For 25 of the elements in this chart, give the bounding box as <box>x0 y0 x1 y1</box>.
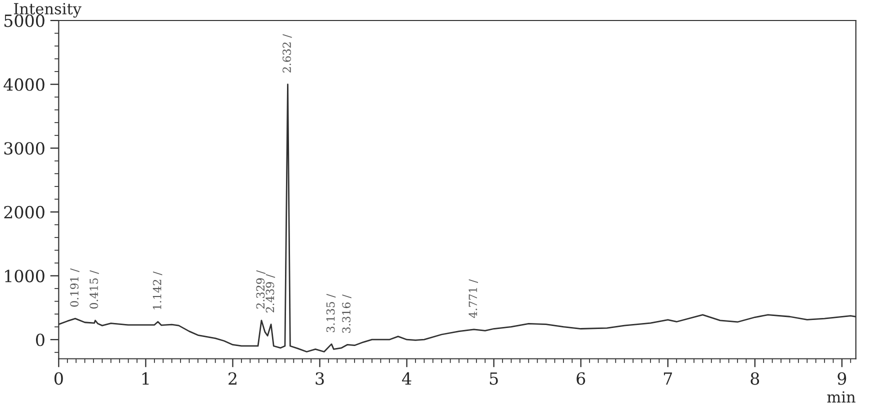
annotation: 3.316 / <box>342 294 352 333</box>
x-tick-label: 4 <box>402 372 412 385</box>
y-tick-label: 2000 <box>4 206 44 219</box>
y-tick-label: 3000 <box>4 142 44 155</box>
x-tick-label: 2 <box>228 372 236 385</box>
x-tick-label: 7 <box>664 372 672 385</box>
x-tick-label: 3 <box>316 372 324 385</box>
y-tick-label: 4000 <box>4 78 44 91</box>
annotation: 2.632 / <box>282 34 292 72</box>
x-tick-label: 8 <box>750 372 760 385</box>
annotation: 0.191 / <box>70 268 80 307</box>
y-tick-label: 0 <box>36 334 44 346</box>
x-tick-label: 5 <box>490 372 498 385</box>
annotation: 4.771 / <box>468 279 478 318</box>
annotation: 1.142 / <box>152 272 162 310</box>
x-tick-label: 1 <box>142 372 149 385</box>
annotation: 0.415 / <box>90 270 99 309</box>
x-tick-label: 9 <box>838 372 846 385</box>
annotation: 2.439 / <box>266 274 276 312</box>
annotation: 3.135 / <box>326 294 336 332</box>
y-tick-label: 1000 <box>5 270 44 282</box>
x-axis-title: min <box>827 391 856 402</box>
annotation: 2.329 / <box>256 270 266 309</box>
x-tick-label: 0 <box>54 372 63 385</box>
x-tick-label: 6 <box>576 372 586 385</box>
